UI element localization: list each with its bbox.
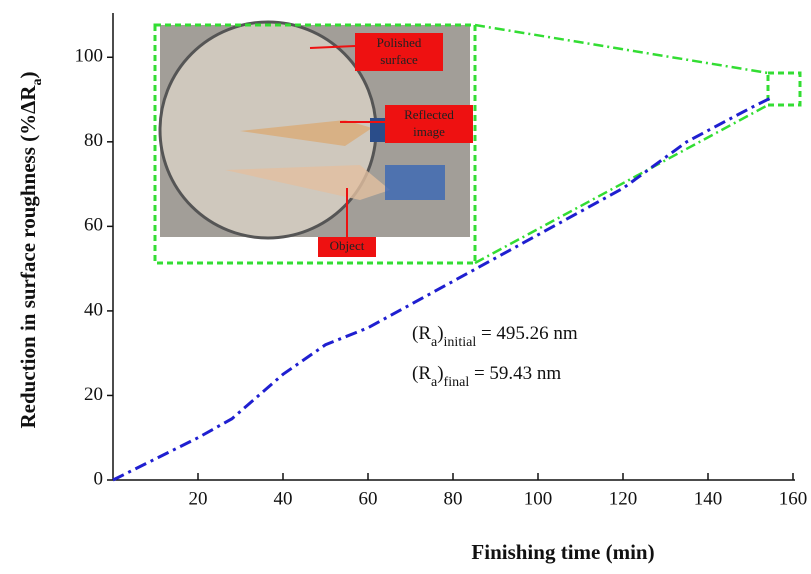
photo-label: Reflected xyxy=(404,107,454,122)
zoom-connector xyxy=(475,105,768,263)
zoom-connector xyxy=(475,25,768,73)
y-axis-label: Reduction in surface roughness (%ΔRa) xyxy=(16,72,45,429)
annotation-text: = 495.26 nm xyxy=(476,323,578,344)
y-tick-label: 20 xyxy=(84,384,103,405)
zoom-box xyxy=(768,73,800,105)
y-tick-label: 100 xyxy=(75,46,104,67)
photo-label: Polished xyxy=(377,35,422,50)
annotation-text: = 59.43 nm xyxy=(469,363,561,384)
page: Polished surface Reflected image Object … xyxy=(0,0,811,574)
x-tick-label: 40 xyxy=(274,488,293,509)
x-tick-label: 160 xyxy=(779,488,808,509)
photo-label: surface xyxy=(380,52,418,67)
x-tick-label: 80 xyxy=(444,488,463,509)
y-tick-label: 80 xyxy=(84,130,103,151)
x-tick-label: 140 xyxy=(694,488,723,509)
annotation-text: (R xyxy=(412,323,431,344)
x-tick-label: 100 xyxy=(524,488,553,509)
x-axis-label: Finishing time (min) xyxy=(471,540,654,564)
y-tick-label: 0 xyxy=(94,468,104,489)
y-label-sub: a xyxy=(30,79,45,86)
y-tick-label: 60 xyxy=(84,215,103,236)
x-tick-label: 20 xyxy=(189,488,208,509)
photo-label: Object xyxy=(330,238,365,253)
annotation-sub: initial xyxy=(444,335,477,350)
chart: Polished surface Reflected image Object … xyxy=(0,0,811,574)
annotation-sub: final xyxy=(444,375,470,390)
x-tick-label: 60 xyxy=(359,488,378,509)
y-label-end: ) xyxy=(16,72,40,79)
photo-label: image xyxy=(413,124,445,139)
annotation-text: (R xyxy=(412,363,431,384)
x-tick-label: 120 xyxy=(609,488,638,509)
annotation: (Ra)initial = 495.26 nm xyxy=(412,323,578,349)
pencil-object-body xyxy=(385,165,445,200)
y-tick-label: 40 xyxy=(84,299,103,320)
y-label-text: Reduction in surface roughness (%ΔR xyxy=(16,85,40,429)
annotation: (Ra)final = 59.43 nm xyxy=(412,363,561,389)
